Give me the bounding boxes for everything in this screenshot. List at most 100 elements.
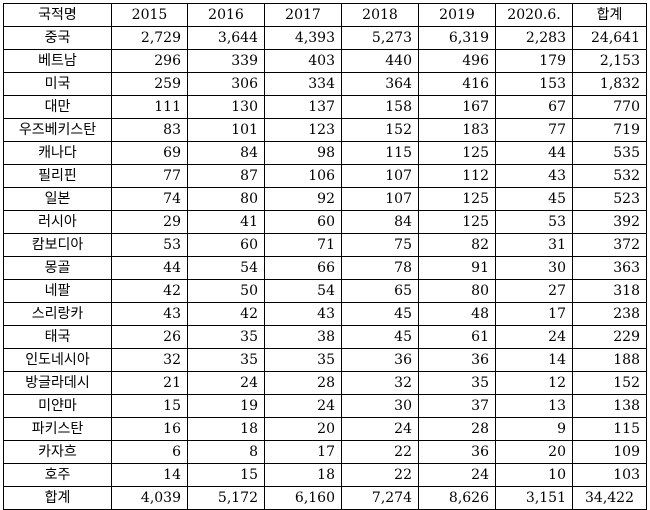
value-cell: 372 [572, 233, 647, 257]
column-header-2017: 2017 [264, 3, 342, 27]
value-cell: 125 [418, 141, 496, 165]
value-cell: 115 [341, 141, 419, 165]
table-row: 카자흐 6 8 17 22 36 20 109 [3, 440, 647, 464]
value-cell: 66 [264, 256, 342, 280]
country-cell: 일본 [3, 187, 112, 211]
table-row: 인도네시아 32 35 35 36 36 14 188 [3, 348, 647, 372]
value-cell: 28 [264, 371, 342, 395]
table-row: 필리핀 77 87 106 107 112 43 532 [3, 164, 647, 188]
value-cell: 392 [572, 210, 647, 234]
country-cell: 몽골 [3, 256, 112, 280]
table-body: 중국 2,729 3,644 4,393 5,273 6,319 2,283 24,641 베트… [3, 26, 647, 510]
value-cell: 137 [264, 95, 342, 119]
value-cell: 107 [341, 187, 419, 211]
value-cell: 77 [111, 164, 188, 188]
value-cell: 28 [418, 417, 496, 441]
total-value-cell: 34,422 [572, 486, 647, 510]
value-cell: 339 [187, 49, 265, 73]
country-cell: 태국 [3, 325, 112, 349]
value-cell: 30 [341, 394, 419, 418]
value-cell: 6,319 [418, 26, 496, 50]
value-cell: 138 [572, 394, 647, 418]
value-cell: 67 [495, 95, 573, 119]
value-cell: 35 [187, 325, 265, 349]
value-cell: 18 [187, 417, 265, 441]
total-label-cell: 합계 [3, 486, 112, 510]
value-cell: 2,153 [572, 49, 647, 73]
value-cell: 50 [187, 279, 265, 303]
country-cell: 중국 [3, 26, 112, 50]
value-cell: 115 [572, 417, 647, 441]
value-cell: 26 [111, 325, 188, 349]
value-cell: 29 [111, 210, 188, 234]
table-row: 일본 74 80 92 107 125 45 523 [3, 187, 647, 211]
value-cell: 12 [495, 371, 573, 395]
table-row: 태국 26 35 38 45 61 24 229 [3, 325, 647, 349]
value-cell: 53 [495, 210, 573, 234]
value-cell: 14 [111, 463, 188, 487]
value-cell: 69 [111, 141, 188, 165]
country-cell: 호주 [3, 463, 112, 487]
country-cell: 카자흐 [3, 440, 112, 464]
table-row: 호주 14 15 18 22 24 10 103 [3, 463, 647, 487]
column-header-2016: 2016 [187, 3, 265, 27]
value-cell: 535 [572, 141, 647, 165]
statistics-table-container: 국적명 2015 2016 2017 2018 2019 2020.6. 합계 … [3, 3, 647, 510]
value-cell: 6 [111, 440, 188, 464]
value-cell: 318 [572, 279, 647, 303]
table-row: 미얀마 15 19 24 30 37 13 138 [3, 394, 647, 418]
value-cell: 83 [111, 118, 188, 142]
value-cell: 770 [572, 95, 647, 119]
value-cell: 19 [187, 394, 265, 418]
value-cell: 14 [495, 348, 573, 372]
value-cell: 125 [418, 187, 496, 211]
value-cell: 296 [111, 49, 188, 73]
value-cell: 35 [187, 348, 265, 372]
value-cell: 82 [418, 233, 496, 257]
total-row: 합계 4,039 5,172 6,160 7,274 8,626 3,151 34,422 [3, 486, 647, 510]
value-cell: 41 [187, 210, 265, 234]
value-cell: 20 [264, 417, 342, 441]
value-cell: 306 [187, 72, 265, 96]
value-cell: 238 [572, 302, 647, 326]
column-header-total: 합계 [572, 3, 647, 27]
value-cell: 24 [418, 463, 496, 487]
column-header-2018: 2018 [341, 3, 419, 27]
value-cell: 36 [341, 348, 419, 372]
value-cell: 152 [572, 371, 647, 395]
country-cell: 인도네시아 [3, 348, 112, 372]
value-cell: 53 [111, 233, 188, 257]
value-cell: 416 [418, 72, 496, 96]
value-cell: 17 [495, 302, 573, 326]
table-row: 우즈베키스탄 83 101 123 152 183 77 719 [3, 118, 647, 142]
value-cell: 523 [572, 187, 647, 211]
value-cell: 92 [264, 187, 342, 211]
value-cell: 22 [341, 463, 419, 487]
table-row: 러시아 29 41 60 84 125 53 392 [3, 210, 647, 234]
value-cell: 20 [495, 440, 573, 464]
table-row: 스리랑카 43 42 43 45 48 17 238 [3, 302, 647, 326]
value-cell: 24 [495, 325, 573, 349]
value-cell: 8 [187, 440, 265, 464]
value-cell: 27 [495, 279, 573, 303]
value-cell: 91 [418, 256, 496, 280]
value-cell: 87 [187, 164, 265, 188]
value-cell: 24 [341, 417, 419, 441]
value-cell: 44 [111, 256, 188, 280]
value-cell: 98 [264, 141, 342, 165]
value-cell: 48 [418, 302, 496, 326]
value-cell: 65 [341, 279, 419, 303]
value-cell: 183 [418, 118, 496, 142]
value-cell: 10 [495, 463, 573, 487]
value-cell: 61 [418, 325, 496, 349]
value-cell: 43 [111, 302, 188, 326]
value-cell: 24 [187, 371, 265, 395]
value-cell: 15 [111, 394, 188, 418]
value-cell: 3,644 [187, 26, 265, 50]
value-cell: 84 [187, 141, 265, 165]
country-cell: 미얀마 [3, 394, 112, 418]
table-row: 대만 111 130 137 158 167 67 770 [3, 95, 647, 119]
value-cell: 75 [341, 233, 419, 257]
total-value-cell: 6,160 [264, 486, 342, 510]
column-header-2020-6: 2020.6. [495, 3, 573, 27]
